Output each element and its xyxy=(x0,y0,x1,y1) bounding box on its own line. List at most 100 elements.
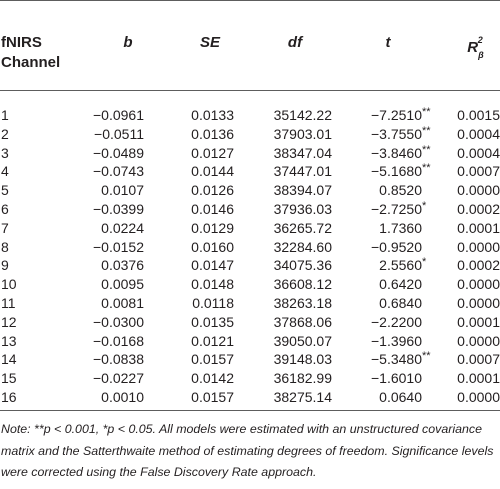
header-r2-base: R xyxy=(467,39,479,56)
cell-r2: 0.0000 xyxy=(457,294,500,311)
cell-t: −2.2200 xyxy=(371,313,422,330)
cell-se: 0.0135 xyxy=(191,313,234,330)
cell-t-significance: ** xyxy=(422,350,431,363)
cell-r2: 0.0001 xyxy=(457,313,500,330)
cell-t: 0.6840 xyxy=(379,294,422,311)
cell-channel: 15 xyxy=(1,370,17,387)
cell-t: −0.9520 xyxy=(371,238,422,255)
cell-df: 38263.18 xyxy=(273,294,332,311)
table-row: 2 −0.0511 0.0136 37903.01 −3.7550 ** 0.0004 xyxy=(0,125,500,144)
cell-df: 37447.01 xyxy=(273,163,332,180)
table-row: 4 −0.0743 0.0144 37447.01 −5.1680 ** 0.0007 xyxy=(0,162,500,181)
cell-se: 0.0146 xyxy=(191,200,234,217)
table-row: 13 −0.0168 0.0121 39050.07 −1.3960 0.0000 xyxy=(0,332,500,351)
cell-se: 0.0118 xyxy=(192,294,234,311)
cell-r2: 0.0007 xyxy=(457,351,500,368)
cell-r2: 0.0007 xyxy=(457,163,500,180)
table-row: 16 0.0010 0.0157 38275.14 0.0640 0.0000 xyxy=(0,388,500,407)
cell-channel: 1 xyxy=(1,107,9,123)
cell-r2: 0.0000 xyxy=(457,238,500,255)
cell-b: −0.0300 xyxy=(93,313,144,330)
cell-df: 38394.07 xyxy=(273,182,332,199)
cell-r2: 0.0001 xyxy=(457,370,500,387)
cell-channel: 7 xyxy=(1,219,9,236)
cell-t: −3.7550 xyxy=(371,125,422,142)
cell-channel: 6 xyxy=(1,200,9,217)
cell-channel: 13 xyxy=(1,332,17,349)
cell-b: −0.0511 xyxy=(94,125,144,142)
cell-se: 0.0126 xyxy=(191,182,234,199)
header-r2-sub: β xyxy=(478,50,484,60)
cell-se: 0.0127 xyxy=(191,144,234,161)
cell-df: 35142.22 xyxy=(273,107,332,123)
table-note: Note: **p < 0.001, *p < 0.05. All models… xyxy=(1,422,494,479)
cell-r2: 0.0004 xyxy=(457,144,500,161)
table-row: 5 0.0107 0.0126 38394.07 0.8520 0.0000 xyxy=(0,181,500,200)
cell-df: 36608.12 xyxy=(273,276,332,293)
cell-t-significance: ** xyxy=(422,106,431,118)
table-row: 1 −0.0961 0.0133 35142.22 −7.2510 ** 0.0015 xyxy=(0,106,500,125)
cell-t: −3.8460 xyxy=(371,144,422,161)
cell-channel: 4 xyxy=(1,163,9,180)
header-df: df xyxy=(287,34,303,51)
cell-df: 37903.01 xyxy=(273,125,332,142)
header-channel-line2: Channel xyxy=(1,54,61,71)
cell-channel: 8 xyxy=(1,238,9,255)
cell-se: 0.0157 xyxy=(191,388,234,405)
cell-b: −0.0489 xyxy=(93,144,144,161)
cell-df: 32284.60 xyxy=(273,238,332,255)
cell-r2: 0.0004 xyxy=(457,125,500,142)
cell-se: 0.0148 xyxy=(191,276,234,293)
cell-df: 36265.72 xyxy=(273,219,332,236)
cell-b: −0.0743 xyxy=(93,163,144,180)
cell-t: −5.1680 xyxy=(371,163,422,180)
cell-se: 0.0144 xyxy=(191,163,234,180)
cell-b: −0.0168 xyxy=(93,332,144,349)
cell-t-significance: * xyxy=(422,199,427,212)
cell-t: 0.0640 xyxy=(379,388,422,405)
header-rule xyxy=(0,90,500,91)
cell-b: 0.0224 xyxy=(101,219,144,236)
table-row: 7 0.0224 0.0129 36265.72 1.7360 0.0001 xyxy=(0,219,500,238)
header-se: SE xyxy=(199,34,220,51)
header-channel: fNIRS Channel xyxy=(1,33,60,73)
cell-se: 0.0142 xyxy=(191,370,234,387)
cell-channel: 9 xyxy=(1,257,9,274)
header-b: b xyxy=(123,34,133,51)
cell-df: 36182.99 xyxy=(273,370,332,387)
table-row: 15 −0.0227 0.0142 36182.99 −1.6010 0.0001 xyxy=(0,369,500,388)
table-row: 9 0.0376 0.0147 34075.36 2.5560 * 0.0002 xyxy=(0,256,500,275)
table-row: 12 −0.0300 0.0135 37868.06 −2.2200 0.0001 xyxy=(0,313,500,332)
cell-se: 0.0147 xyxy=(191,257,234,274)
header-r2-sup: 2 xyxy=(477,35,483,45)
cell-r2: 0.0015 xyxy=(457,107,500,123)
cell-se: 0.0121 xyxy=(191,332,234,349)
header-channel-line1: fNIRS xyxy=(1,34,42,51)
cell-t: −1.3960 xyxy=(371,332,422,349)
cell-b: 0.0376 xyxy=(101,257,144,274)
cell-t: 0.6420 xyxy=(379,276,422,293)
cell-se: 0.0136 xyxy=(191,125,234,142)
cell-df: 38347.04 xyxy=(273,144,332,161)
header-r2: Rβ 2 xyxy=(455,33,495,63)
cell-r2: 0.0000 xyxy=(457,332,500,349)
cell-channel: 3 xyxy=(1,144,9,161)
cell-se: 0.0129 xyxy=(191,219,234,236)
cell-t: −7.2510 xyxy=(371,107,422,123)
cell-channel: 12 xyxy=(1,313,17,330)
cell-channel: 11 xyxy=(1,294,16,311)
cell-b: −0.0152 xyxy=(93,238,144,255)
table-row: 10 0.0095 0.0148 36608.12 0.6420 0.0000 xyxy=(0,275,500,294)
cell-channel: 16 xyxy=(1,388,17,405)
cell-channel: 5 xyxy=(1,182,9,199)
cell-se: 0.0160 xyxy=(191,238,234,255)
cell-t: 0.8520 xyxy=(379,182,422,199)
cell-t-significance: * xyxy=(422,256,427,269)
table-bottom-rule xyxy=(0,410,500,411)
cell-se: 0.0157 xyxy=(191,351,234,368)
cell-df: 37936.03 xyxy=(273,200,332,217)
cell-df: 39148.03 xyxy=(273,351,332,368)
table-row: 3 −0.0489 0.0127 38347.04 −3.8460 ** 0.0004 xyxy=(0,144,500,163)
cell-r2: 0.0000 xyxy=(457,182,500,199)
cell-t: −1.6010 xyxy=(371,370,422,387)
